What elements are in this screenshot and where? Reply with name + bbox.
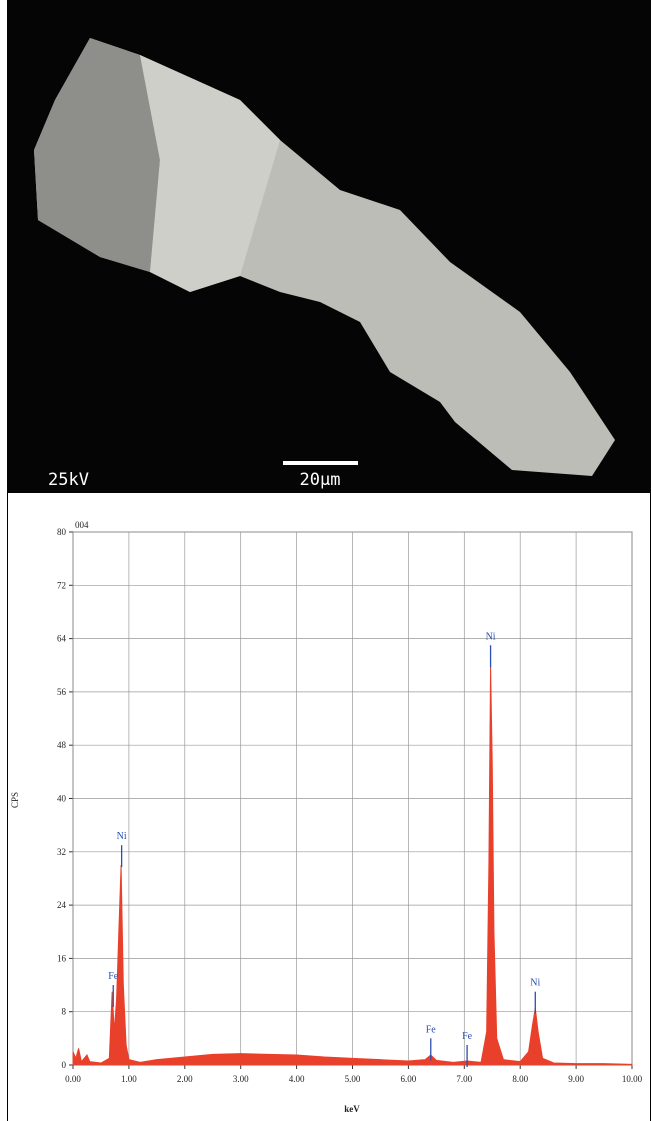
peak-label: Fe <box>108 971 119 982</box>
peak-label: Fe <box>462 1031 473 1042</box>
y-tick-label: 80 <box>57 527 67 537</box>
x-axis-label: keV <box>344 1104 360 1114</box>
x-tick-label: 10.00 <box>622 1074 643 1084</box>
x-tick-label: 8.00 <box>512 1074 528 1084</box>
y-tick-label: 0 <box>62 1060 67 1070</box>
x-tick-label: 3.00 <box>233 1074 249 1084</box>
y-tick-label: 32 <box>57 847 66 857</box>
x-tick-label: 0.00 <box>65 1074 81 1084</box>
x-tick-label: 4.00 <box>289 1074 305 1084</box>
x-tick-label: 6.00 <box>401 1074 417 1084</box>
peak-label: Ni <box>117 831 127 842</box>
y-axis-label: CPS <box>10 792 20 808</box>
y-tick-label: 72 <box>57 580 66 590</box>
y-tick-label: 8 <box>62 1007 67 1017</box>
scale-bar <box>283 461 358 465</box>
peak-label: Fe <box>426 1024 437 1035</box>
y-tick-label: 64 <box>57 634 67 644</box>
plot: 0 8 16 24 32 40 48 56 64 72 80 0.00 1.00 2.00 3.00 4.00… <box>57 527 643 1084</box>
peak-label: Ni <box>486 631 496 642</box>
x-tick-label: 1.00 <box>121 1074 137 1084</box>
x-tick-label: 7.00 <box>456 1074 472 1084</box>
y-tick-label: 48 <box>57 740 67 750</box>
particle-face <box>140 55 280 292</box>
x-tick-label: 2.00 <box>177 1074 193 1084</box>
peak-label: Ni <box>530 978 540 989</box>
x-tick-label: 5.00 <box>345 1074 361 1084</box>
x-tick-label: 9.00 <box>568 1074 584 1084</box>
particle-face <box>34 38 160 272</box>
spectrum <box>72 665 633 1066</box>
scale-label: 20µm <box>300 470 341 490</box>
y-tick-label: 24 <box>57 900 67 910</box>
y-tick-label: 16 <box>57 953 67 963</box>
spectrum-label: 004 <box>75 520 89 530</box>
y-tick-label: 40 <box>57 794 67 804</box>
y-tick-label: 56 <box>57 687 67 697</box>
voltage: 25kV <box>48 470 89 490</box>
